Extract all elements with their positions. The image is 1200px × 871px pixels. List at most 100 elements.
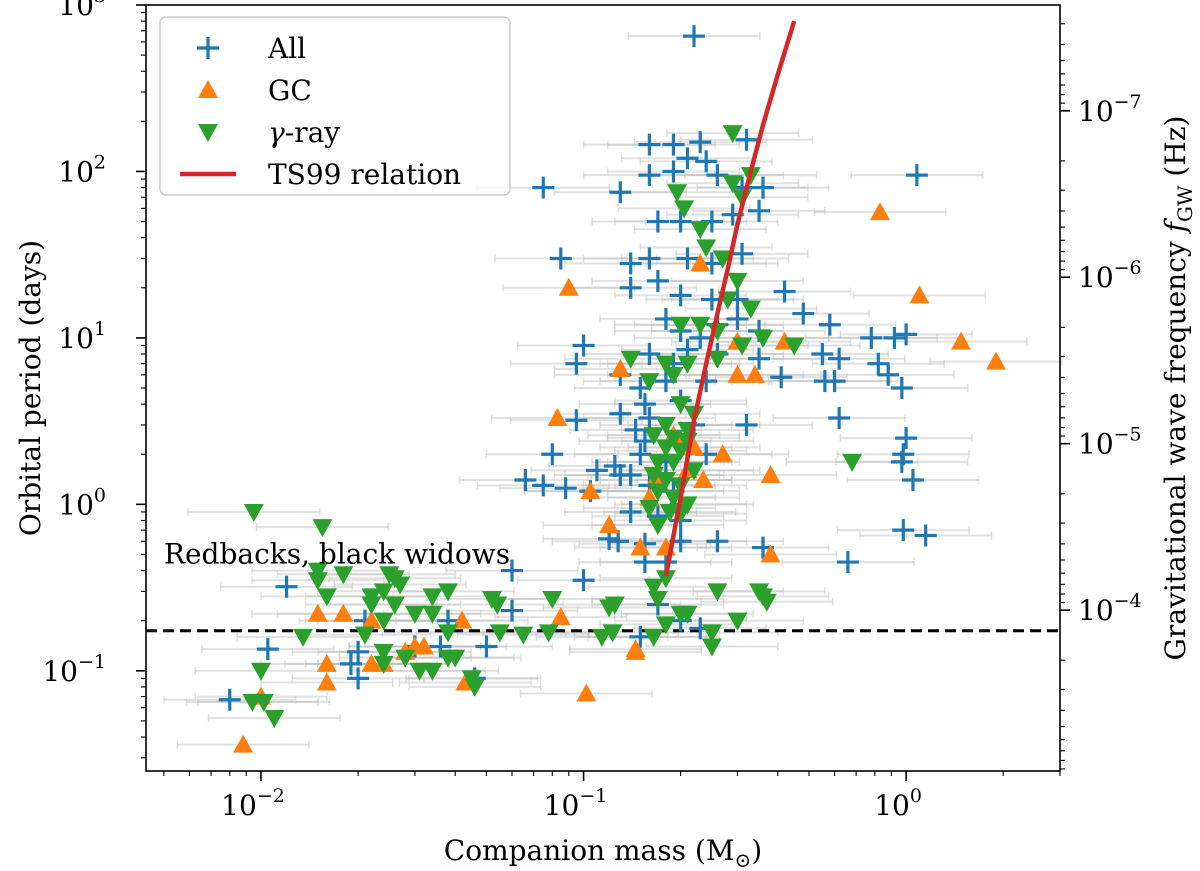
all-point xyxy=(836,551,859,574)
gc-point xyxy=(576,683,597,702)
gamma-ray-point xyxy=(727,612,748,631)
all-point xyxy=(218,688,241,711)
all-point xyxy=(638,133,661,156)
all-point xyxy=(619,500,642,523)
gamma-ray-point xyxy=(422,605,443,624)
all-point xyxy=(731,242,754,265)
all-point xyxy=(828,407,851,430)
gamma-ray-point xyxy=(404,605,425,624)
all-point xyxy=(914,524,937,547)
legend-label: GC xyxy=(268,74,312,107)
x-tick-label: 100 xyxy=(874,785,922,822)
gc-point xyxy=(760,465,781,484)
legend-item: TS99 relation xyxy=(180,158,461,191)
gamma-ray-point xyxy=(643,467,664,486)
all-point xyxy=(638,164,661,187)
all-point xyxy=(877,363,900,386)
gc-point xyxy=(413,636,434,655)
all-point xyxy=(748,199,771,222)
gamma-ray-point xyxy=(663,453,684,472)
gamma-ray-point xyxy=(639,373,660,392)
ts99-line-group xyxy=(663,20,797,577)
gamma-ray-point xyxy=(670,505,691,524)
gamma-ray-point xyxy=(670,316,691,335)
gamma-ray-point xyxy=(538,624,559,643)
all-point xyxy=(669,210,692,233)
gamma-ray-point xyxy=(647,517,668,536)
y-axis-label: Orbital period (days) xyxy=(14,240,47,536)
gamma-ray-point xyxy=(690,316,711,335)
all-point xyxy=(726,307,749,330)
y2-tick-label: 10−7 xyxy=(1078,91,1142,128)
gamma-ray-point xyxy=(677,355,698,374)
all-point xyxy=(890,377,913,399)
gc-point xyxy=(744,364,765,383)
gc-point xyxy=(452,610,473,629)
gamma-ray-point xyxy=(639,500,660,519)
y2-axis-label: Gravitational wave frequency fGW (Hz) xyxy=(1159,116,1197,661)
gamma-ray-point xyxy=(312,519,333,538)
all-point xyxy=(275,575,298,598)
gc-point xyxy=(307,603,328,622)
x-axis-label: Companion mass (M⊙) xyxy=(444,834,762,871)
gamma-ray-point xyxy=(602,624,623,643)
all-point xyxy=(646,210,669,233)
gc-point xyxy=(693,470,714,489)
gamma-ray-point xyxy=(487,596,508,615)
gamma-ray-point xyxy=(251,662,272,681)
y-tick-label: 100 xyxy=(58,484,106,521)
all-point xyxy=(669,284,692,307)
gamma-ray-point xyxy=(373,643,394,662)
all-point xyxy=(554,477,577,500)
gamma-ray-point xyxy=(390,576,411,595)
all-point xyxy=(514,469,537,492)
legend-label: γ-ray xyxy=(268,116,340,149)
all-point xyxy=(751,176,774,199)
y-tick-label: 102 xyxy=(58,151,106,188)
gamma-ray-point xyxy=(333,566,354,585)
y-tick-label: 101 xyxy=(58,318,106,355)
y-axis-ticks: 10−1 100 101 102 103 xyxy=(42,0,146,759)
gamma-ray-point xyxy=(422,588,443,607)
legend-item: GC xyxy=(198,74,312,107)
all-point xyxy=(748,347,771,370)
all-point xyxy=(624,418,647,441)
gamma-ray-point xyxy=(701,624,722,643)
gamma-ray-point xyxy=(722,175,743,194)
gc-point xyxy=(870,202,891,221)
x-tick-label: 10−2 xyxy=(221,785,285,822)
gc-point xyxy=(599,515,620,534)
all-point xyxy=(892,443,915,466)
gamma-ray-point xyxy=(655,472,676,491)
all-point xyxy=(773,280,796,303)
all-point xyxy=(475,635,498,658)
gc-point xyxy=(361,610,382,629)
x-axis-ticks: 10−2 10−1 100 xyxy=(163,771,1061,822)
gamma-ray-point xyxy=(670,442,691,461)
all-point xyxy=(823,370,846,393)
all-point xyxy=(770,366,793,389)
gamma-ray-point xyxy=(464,678,485,697)
gamma-ray-point xyxy=(373,583,394,602)
gc-point xyxy=(558,277,579,296)
all-point xyxy=(619,252,642,275)
gamma-ray-point xyxy=(740,300,761,319)
gamma-ray-point xyxy=(243,503,264,522)
legend: All GC γ-ray TS99 relation xyxy=(159,16,511,196)
all-point xyxy=(609,464,632,487)
all-point xyxy=(572,334,595,357)
gamma-ray-point xyxy=(293,628,314,647)
gamma-ray-point xyxy=(384,596,405,615)
gc-point xyxy=(712,444,733,463)
all-point xyxy=(339,652,362,675)
gamma-ray-point xyxy=(373,655,394,674)
all-point xyxy=(676,247,699,270)
gamma-ray-point xyxy=(647,590,668,609)
gamma-ray-point xyxy=(722,125,743,144)
gamma-ray-point xyxy=(647,483,668,502)
legend-item: γ-ray xyxy=(198,116,340,149)
gamma-ray-point xyxy=(253,693,274,712)
all-point xyxy=(629,443,652,466)
gamma-ray-point xyxy=(667,184,688,203)
all-point xyxy=(347,667,370,690)
